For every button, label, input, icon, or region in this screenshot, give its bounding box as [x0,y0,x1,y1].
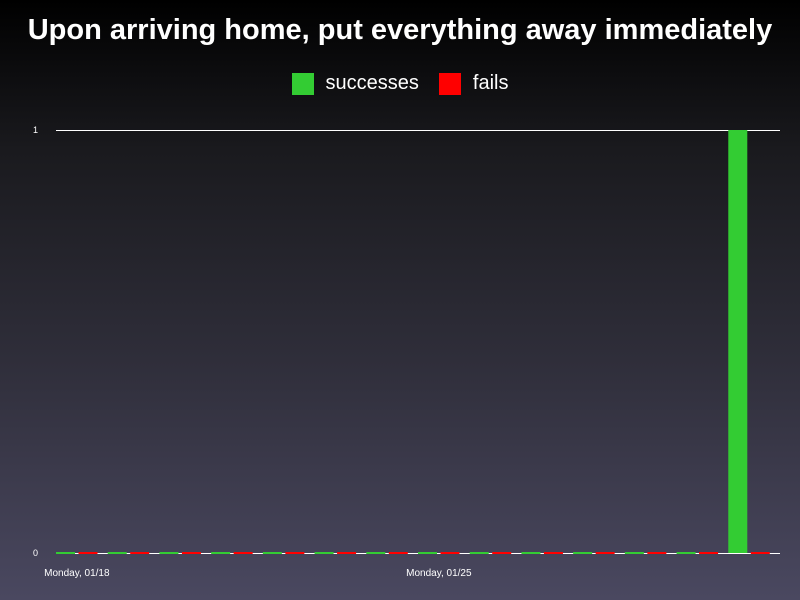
bar-fails [130,552,150,554]
bar-fails [181,552,201,554]
bar-fails [492,552,512,554]
y-tick-label: 1 [33,125,38,135]
bar-successes [573,552,593,554]
bar-fails [337,552,357,554]
bar-successes [107,552,127,554]
bar-successes [728,130,748,553]
legend-swatch-successes [291,72,314,95]
legend: successes fails [0,72,800,95]
bar-successes [366,552,386,554]
bar-successes [624,552,644,554]
bar-fails [440,552,460,554]
bar-fails [647,552,667,554]
bar-successes [56,552,75,554]
bar-successes [314,552,334,554]
bar-fails [233,552,253,554]
bar-successes [521,552,541,554]
bar-fails [285,552,305,554]
bar-fails [388,552,408,554]
legend-item-fails: fails [438,72,509,95]
bar-successes [262,552,282,554]
legend-label-successes: successes [325,72,419,94]
chart-title: Upon arriving home, put everything away … [27,14,773,46]
legend-swatch-fails [438,72,461,95]
x-tick-label: Monday, 01/25 [406,568,472,579]
bar-successes [211,552,231,554]
bar-fails [78,552,98,554]
bar-fails [699,552,719,554]
bar-fails [543,552,563,554]
bar-successes [469,552,489,554]
legend-item-successes: successes [291,72,419,95]
bar-successes [159,552,179,554]
bar-fails [595,552,615,554]
x-tick-label: Monday, 01/18 [44,568,110,579]
legend-label-fails: fails [472,72,509,94]
bar-successes [676,552,696,554]
y-tick-label: 0 [33,548,38,558]
bar-successes [418,552,437,554]
bar-fails [750,552,770,554]
